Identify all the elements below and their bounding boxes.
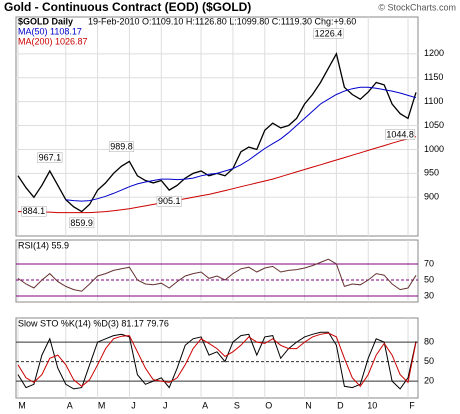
x-tick-label: 10 (367, 400, 377, 410)
annotation-box (69, 217, 95, 229)
y-tick-label: 900 (424, 192, 439, 202)
y-tick-label: 950 (424, 168, 439, 178)
copyright: © StockCharts.com (378, 2, 456, 12)
x-tick-label: J (163, 400, 168, 410)
x-tick-label: F (409, 400, 415, 410)
x-tick-label: M (18, 400, 26, 410)
annotation: 989.8 (110, 142, 133, 152)
x-tick-label: S (234, 400, 240, 410)
y-tick-label: 70 (424, 258, 434, 268)
annotation-box (156, 195, 182, 207)
series-line (17, 332, 417, 388)
y-tick-label: 30 (424, 290, 434, 300)
panel-label: Slow STO %K(14) %D(3) 81.17 79.76 (18, 318, 169, 328)
y-tick-label: 1100 (424, 96, 443, 106)
panel-label: RSI(14) 55.9 (18, 240, 69, 250)
x-tick-label: M (98, 400, 106, 410)
series-line (65, 86, 417, 202)
y-tick-label: 1150 (424, 72, 443, 82)
x-tick-label: D (337, 400, 344, 410)
x-tick-label: N (305, 400, 312, 410)
x-tick-label: O (265, 400, 272, 410)
annotation-box (21, 205, 47, 217)
annotation-box (37, 152, 63, 163)
y-tick-label: 80 (424, 336, 434, 346)
annotation-box (313, 28, 344, 39)
y-tick-label: 1200 (424, 48, 444, 58)
annotation: 905.1 (158, 196, 181, 206)
x-tick-label: J (131, 400, 136, 410)
panel (15, 317, 419, 399)
annotation: 1226.4 (315, 29, 343, 39)
x-tick-label: A (202, 400, 208, 410)
annotation: 967.1 (39, 153, 62, 163)
y-tick-label: 20 (424, 375, 434, 385)
y-tick-label: 50 (424, 274, 434, 284)
series-line (17, 331, 417, 390)
series-line (18, 136, 417, 214)
chart-title: Gold - Continuous Contract (EOD) ($GOLD) (4, 0, 251, 14)
y-tick-label: 1000 (424, 144, 444, 154)
legend-entry: MA(50) 1108.17 (18, 26, 82, 36)
header: 19-Feb-2010 O:1109.10 H:1126.80 L:1099.8… (88, 16, 356, 26)
y-tick-label: 50 (424, 356, 434, 366)
series-line (17, 258, 417, 292)
annotation: 1044.8 (386, 129, 414, 139)
series-name: $GOLD Daily (18, 16, 73, 26)
annotation-box (385, 129, 416, 140)
panel (15, 16, 419, 237)
x-tick-label: A (67, 400, 73, 410)
annotation: 859.9 (70, 218, 93, 228)
panel (15, 239, 419, 303)
annotation-box (108, 141, 134, 152)
annotation: 884.1 (23, 206, 46, 216)
legend-entry: MA(200) 1026.87 (18, 36, 88, 46)
y-tick-label: 1050 (424, 120, 444, 130)
